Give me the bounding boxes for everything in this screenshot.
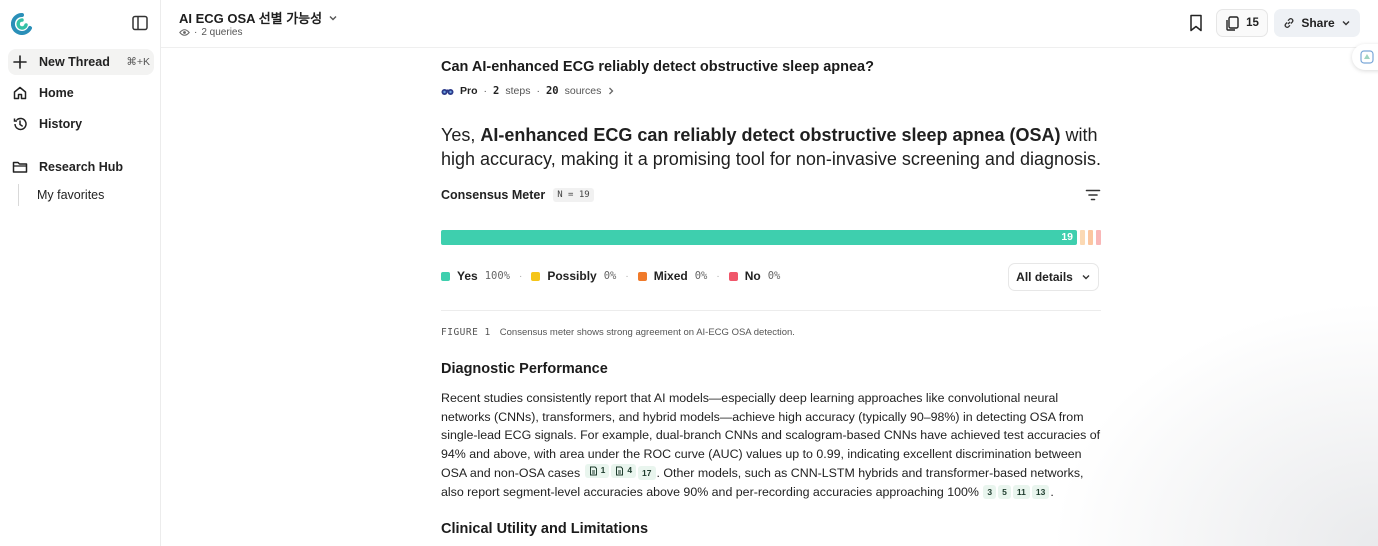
copy-pages-icon	[1226, 15, 1239, 31]
thread-title-dropdown[interactable]: AI ECG OSA 선별 가능성	[179, 8, 338, 27]
sidebar-toggle-icon[interactable]	[131, 14, 149, 32]
share-label: Share	[1301, 16, 1335, 30]
consensus-bar-possibly-stub	[1080, 230, 1085, 245]
citation-chip[interactable]: 13	[1031, 484, 1050, 499]
yes-count-label: 19	[1061, 231, 1073, 243]
consensus-bar-mixed-stub	[1088, 230, 1093, 245]
home-icon	[11, 84, 29, 102]
top-bar: AI ECG OSA 선별 가능성 · 2 queries 15 Share	[161, 0, 1378, 48]
sidebar-item-home[interactable]: Home	[8, 80, 154, 106]
section-heading-diagnostic: Diagnostic Performance	[441, 361, 608, 377]
section-heading-clinical: Clinical Utility and Limitations	[441, 521, 649, 537]
sources-count: 15	[1246, 17, 1259, 29]
legend-yes: Yes 100%	[441, 269, 510, 283]
citation-chip[interactable]: 11	[1012, 484, 1030, 499]
consensus-bar: 19	[441, 230, 1101, 245]
bookmark-icon[interactable]	[1187, 13, 1205, 33]
legend-swatch	[728, 271, 738, 281]
shortcut-hint: ⌘+K	[126, 56, 150, 68]
diagnostic-paragraph: Recent studies consistently report that …	[441, 391, 1101, 499]
legend-swatch	[637, 271, 647, 281]
sources-label: sources	[564, 85, 602, 97]
background-glow	[1050, 300, 1378, 546]
legend-no: No 0%	[728, 269, 780, 283]
sample-size-badge: N = 19	[553, 188, 594, 202]
figure-caption-text: Consensus meter shows strong agreement o…	[499, 327, 795, 338]
citation-chip[interactable]: 4	[611, 463, 637, 478]
chevron-down-icon	[329, 15, 337, 20]
filter-icon[interactable]	[1085, 188, 1101, 202]
sidebar-item-research-hub[interactable]: Research Hub	[8, 154, 154, 180]
answer-meta[interactable]: Pro · 2 steps · 20 sources	[441, 85, 615, 97]
consensus-bar-no-stub	[1096, 230, 1101, 245]
mode-label: Pro	[460, 85, 478, 97]
sparkle-app-icon	[1360, 50, 1374, 64]
sidebar-item-label: History	[39, 117, 83, 131]
binoculars-icon	[441, 89, 454, 95]
chevron-right-icon	[609, 87, 614, 95]
chevron-down-icon	[1342, 21, 1350, 26]
sidebar-item-history[interactable]: History	[8, 111, 154, 137]
app-logo-icon[interactable]	[11, 13, 33, 35]
sidebar-item-label: My favorites	[37, 188, 105, 202]
new-thread-label: New Thread	[39, 55, 110, 69]
citation-chip[interactable]: 1	[584, 463, 610, 478]
sidebar-item-favorites[interactable]: My favorites	[18, 184, 104, 206]
document-icon	[589, 466, 597, 476]
history-icon	[11, 115, 29, 133]
query-count: 2 queries	[201, 27, 243, 38]
citation-chip[interactable]: 3	[983, 484, 997, 499]
folder-icon	[11, 158, 29, 176]
sidebar-item-label: Home	[39, 86, 74, 100]
thread-subtitle: · 2 queries	[179, 27, 242, 38]
sources-button[interactable]: 15	[1216, 9, 1268, 37]
thread-title: AI ECG OSA 선별 가능성	[179, 11, 323, 26]
legend-swatch	[441, 271, 450, 281]
answer-summary: Yes, AI-enhanced ECG can reliably detect…	[441, 125, 1102, 169]
legend-possibly: Possibly 0%	[531, 269, 616, 283]
citation-chip[interactable]: 17	[638, 466, 656, 481]
steps-count: 2	[493, 85, 500, 97]
new-thread-button[interactable]: New Thread ⌘+K	[8, 49, 154, 75]
eye-icon	[179, 29, 190, 36]
figure-label: FIGURE 1	[441, 327, 491, 338]
sidebar: New Thread ⌘+K Home History Research Hub…	[0, 0, 161, 546]
consensus-bar-yes: 19	[441, 230, 1077, 245]
plus-icon	[11, 53, 29, 71]
sidebar-item-label: Research Hub	[39, 160, 124, 174]
share-button[interactable]: Share	[1274, 9, 1360, 37]
legend-mixed: Mixed 0%	[637, 269, 707, 283]
all-details-button[interactable]: All details	[1008, 263, 1099, 291]
figure-caption: FIGURE 1 Consensus meter shows strong ag…	[441, 327, 795, 338]
divider	[441, 310, 1101, 311]
assistant-float-button[interactable]	[1352, 44, 1378, 70]
citation-chip[interactable]: 5	[998, 484, 1011, 499]
link-icon	[1284, 18, 1294, 28]
sources-count: 20	[545, 85, 559, 97]
chevron-down-icon	[1082, 275, 1090, 280]
legend-swatch	[531, 271, 541, 281]
question-heading: Can AI-enhanced ECG reliably detect obst…	[441, 59, 874, 75]
steps-label: steps	[505, 85, 531, 97]
document-icon	[616, 466, 624, 476]
consensus-meter-title: Consensus Meter N = 19	[441, 188, 594, 202]
consensus-legend: Yes 100% · Possibly 0% · Mixed 0% · No 0…	[441, 269, 780, 283]
